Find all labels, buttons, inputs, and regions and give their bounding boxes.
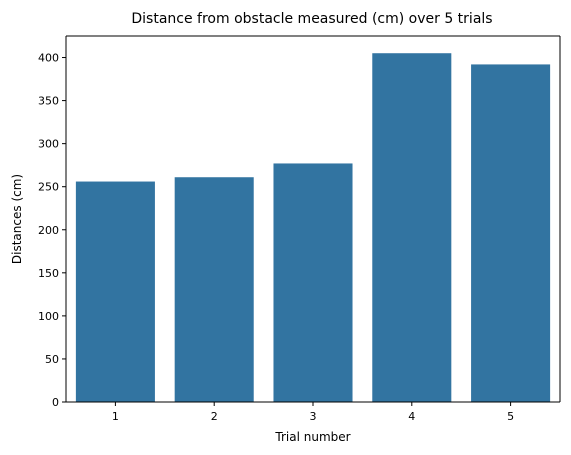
bars-group — [75, 53, 551, 402]
x-axis-ticks: 1 2 3 4 5 — [112, 402, 514, 423]
x-tick-label: 3 — [310, 410, 317, 423]
y-tick-label: 150 — [38, 267, 59, 280]
x-tick-label: 5 — [507, 410, 514, 423]
y-axis-ticks: 0 50 100 150 200 250 300 350 400 — [38, 52, 66, 409]
bar-trial-1 — [75, 181, 155, 402]
bar-trial-4 — [372, 53, 452, 402]
bar-trial-2 — [174, 177, 254, 402]
y-tick-label: 200 — [38, 224, 59, 237]
y-tick-label: 300 — [38, 138, 59, 151]
x-tick-label: 4 — [408, 410, 415, 423]
y-axis-label: Distances (cm) — [10, 174, 24, 264]
y-tick-label: 350 — [38, 95, 59, 108]
y-tick-label: 400 — [38, 52, 59, 65]
x-axis-label: Trial number — [274, 430, 350, 444]
x-tick-label: 1 — [112, 410, 119, 423]
y-tick-label: 0 — [52, 396, 59, 409]
bar-trial-3 — [273, 163, 353, 402]
bar-trial-5 — [471, 64, 551, 402]
y-tick-label: 100 — [38, 310, 59, 323]
y-tick-label: 250 — [38, 181, 59, 194]
y-tick-label: 50 — [45, 353, 59, 366]
chart-title: Distance from obstacle measured (cm) ove… — [131, 11, 492, 27]
x-tick-label: 2 — [211, 410, 218, 423]
